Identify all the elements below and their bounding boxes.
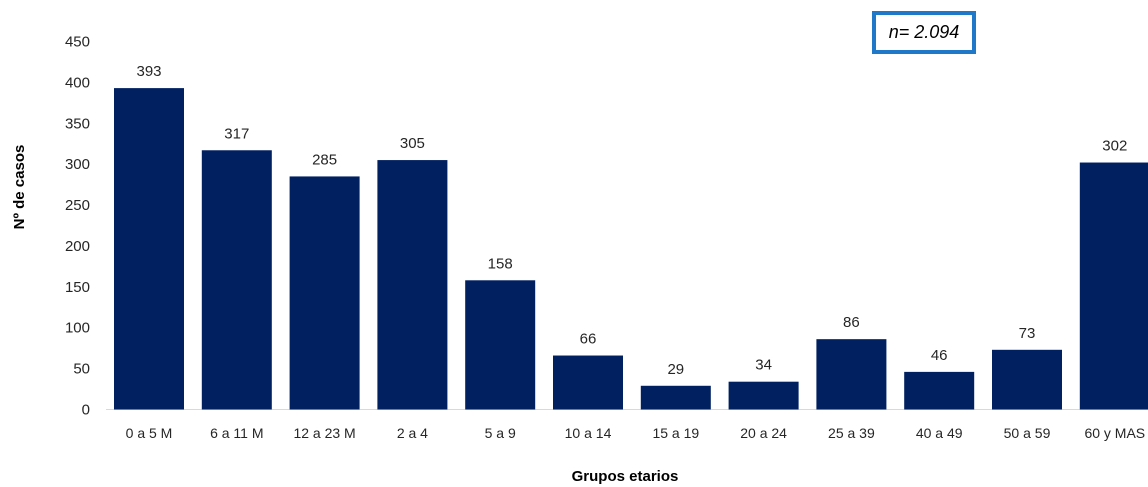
data-label: 285 (312, 151, 337, 168)
x-tick-label: 15 a 19 (652, 425, 699, 441)
x-tick-label: 0 a 5 M (126, 425, 173, 441)
bar (904, 371, 975, 410)
x-tick-label: 12 a 23 M (293, 425, 355, 441)
bar (640, 385, 711, 410)
y-axis-title: Nº de casos (11, 145, 28, 230)
bar (553, 355, 623, 410)
data-label: 29 (667, 361, 684, 378)
x-tick-label: 50 a 59 (1004, 425, 1051, 441)
bar (992, 349, 1062, 410)
bar (289, 176, 360, 410)
y-tick-label: 150 (65, 279, 90, 296)
x-axis-title: Grupos etarios (572, 468, 679, 485)
bar (201, 150, 272, 410)
y-axis-ticks: 0 50 100 150 200 250 300 350 400 450 (65, 34, 90, 419)
x-tick-label: 5 a 9 (485, 425, 516, 441)
bar (1079, 162, 1148, 410)
x-tick-label: 20 a 24 (740, 425, 787, 441)
sample-size-annotation: n= 2.094 (872, 11, 976, 54)
bar (816, 339, 887, 410)
y-tick-label: 350 (65, 115, 90, 132)
y-tick-label: 100 (65, 320, 90, 337)
x-tick-label: 10 a 14 (565, 425, 612, 441)
data-label: 305 (400, 135, 425, 152)
data-label: 86 (843, 314, 860, 331)
bar (114, 88, 184, 410)
data-label: 34 (755, 357, 772, 374)
data-label: 302 (1102, 138, 1127, 155)
x-axis-ticks: 0 a 5 M 6 a 11 M 12 a 23 M 2 a 4 5 a 9 10 a 1… (126, 425, 1146, 441)
data-label: 66 (580, 331, 597, 348)
y-tick-label: 50 (73, 361, 90, 378)
sample-size-text: n= 2.094 (888, 22, 960, 42)
data-label: 158 (488, 255, 513, 272)
y-tick-label: 450 (65, 34, 90, 51)
data-labels: 393 317 285 305 158 66 29 34 86 46 73 302 (136, 63, 1127, 378)
bar (377, 160, 448, 410)
y-tick-label: 200 (65, 238, 90, 255)
x-tick-label: 6 a 11 M (210, 425, 263, 441)
y-tick-label: 250 (65, 197, 90, 214)
y-tick-label: 300 (65, 156, 90, 173)
data-label: 317 (224, 125, 249, 142)
y-tick-label: 400 (65, 74, 90, 91)
bars (114, 88, 1148, 410)
bar (728, 381, 799, 410)
bar (465, 280, 536, 410)
x-tick-label: 25 a 39 (828, 425, 875, 441)
data-label: 46 (931, 347, 948, 364)
data-label: 393 (136, 63, 161, 80)
x-tick-label: 2 a 4 (397, 425, 428, 441)
x-tick-label: 40 a 49 (916, 425, 963, 441)
data-label: 73 (1019, 325, 1036, 342)
y-tick-label: 0 (82, 402, 90, 419)
x-tick-label: 60 y MAS (1084, 425, 1145, 441)
